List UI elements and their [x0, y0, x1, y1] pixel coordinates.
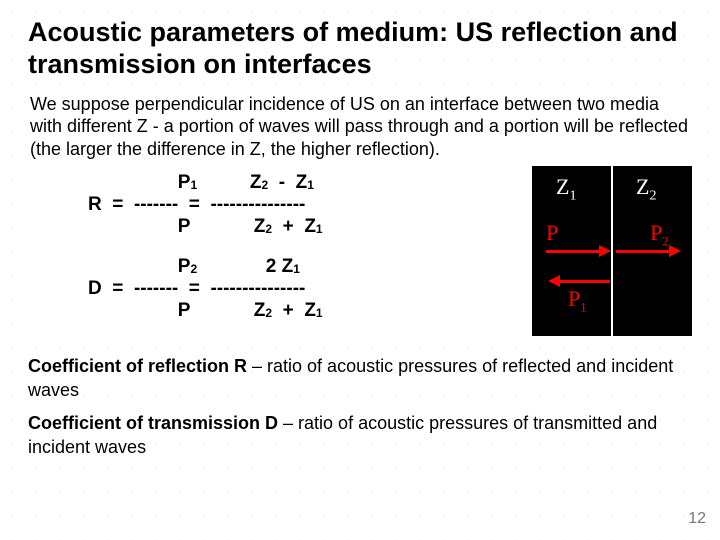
- p-label: P: [546, 220, 558, 246]
- z2-label: Z2: [636, 174, 656, 204]
- coef-r-text: Coefficient of reflection R – ratio of a…: [28, 355, 692, 402]
- r-num-p1: P: [178, 172, 191, 194]
- interface-diagram: Z1 Z2 P P2 P1: [532, 166, 692, 336]
- r-den-p: P: [178, 216, 191, 238]
- slide-title: Acoustic parameters of medium: US reflec…: [28, 16, 692, 81]
- equation-area: P1 Z2 - Z1 R = ------- = ---------------: [28, 166, 692, 345]
- incident-arrow: [546, 250, 601, 253]
- p1-label: P1: [568, 286, 587, 315]
- r-den-z2: Z: [254, 216, 266, 238]
- z1-label: Z1: [556, 174, 576, 204]
- intro-paragraph: We suppose perpendicular incidence of US…: [28, 91, 692, 161]
- r-num-z1: Z: [296, 172, 308, 194]
- coef-d-text: Coefficient of transmission D – ratio of…: [28, 412, 692, 459]
- r-den-z1: Z: [304, 216, 316, 238]
- equation-r: P1 Z2 - Z1 R = ------- = ---------------: [88, 172, 522, 238]
- d-num-2z1: 2 Z: [266, 256, 293, 278]
- d-num-p2: P: [178, 256, 191, 278]
- reflected-arrow: [558, 280, 610, 283]
- interface-line: [611, 166, 613, 336]
- d-den-z1: Z: [304, 300, 316, 322]
- equations-block: P1 Z2 - Z1 R = ------- = ---------------: [28, 166, 526, 345]
- transmitted-arrow: [616, 250, 671, 253]
- r-label: R =: [88, 194, 134, 216]
- d-label: D =: [88, 278, 134, 300]
- d-den-z2: Z: [254, 300, 266, 322]
- r-num-z2: Z: [250, 172, 262, 194]
- p2-label: P2: [650, 220, 669, 249]
- page-number: 12: [688, 510, 706, 528]
- d-den-p: P: [178, 300, 191, 322]
- equation-d: P2 2 Z1 D = ------- = --------------- P: [88, 256, 522, 322]
